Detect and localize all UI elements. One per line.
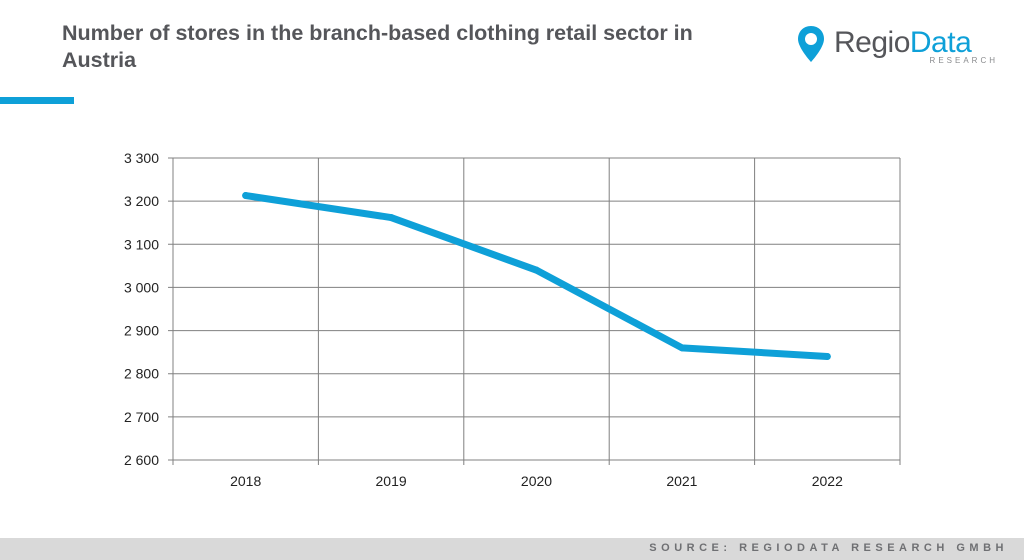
y-tick-label: 3 200 — [124, 193, 159, 209]
x-tick-label: 2022 — [812, 473, 843, 489]
logo-wordmark: RegioData — [834, 26, 972, 60]
y-tick-label: 2 700 — [124, 409, 159, 425]
logo-brand-part1: Regio — [834, 26, 910, 59]
y-tick-label: 3 300 — [124, 150, 159, 166]
line-chart: 2 600 2 700 2 800 2 900 3 000 3 100 3 200 3 300… — [124, 150, 901, 489]
x-tick-label: 2020 — [521, 473, 552, 489]
logo-brand-part2: Data — [909, 26, 972, 59]
x-tick-label: 2021 — [666, 473, 697, 489]
x-tick-label: 2019 — [376, 473, 407, 489]
logo: RegioData RESEARCH — [796, 22, 1006, 68]
y-tick-label: 2 600 — [124, 452, 159, 468]
data-point — [678, 344, 686, 352]
y-tick-label: 3 000 — [124, 279, 159, 295]
y-tick-label: 2 900 — [124, 323, 159, 339]
data-point — [533, 266, 540, 274]
data-point — [823, 352, 831, 360]
source-note: SOURCE: REGIODATA RESEARCH GMBH — [649, 542, 1008, 554]
x-tick-label: 2018 — [230, 473, 261, 489]
data-point — [242, 192, 250, 200]
series-line — [242, 192, 831, 360]
map-pin-icon — [798, 26, 824, 62]
page-title: Number of stores in the branch-based clo… — [62, 21, 693, 72]
y-tick-label: 2 800 — [124, 366, 159, 382]
y-tick-label: 3 100 — [124, 236, 159, 252]
accent-bar — [0, 97, 74, 104]
data-point — [387, 214, 395, 222]
footer-bar: SOURCE: REGIODATA RESEARCH GMBH — [0, 538, 1024, 560]
logo-subtitle: RESEARCH — [929, 56, 998, 65]
